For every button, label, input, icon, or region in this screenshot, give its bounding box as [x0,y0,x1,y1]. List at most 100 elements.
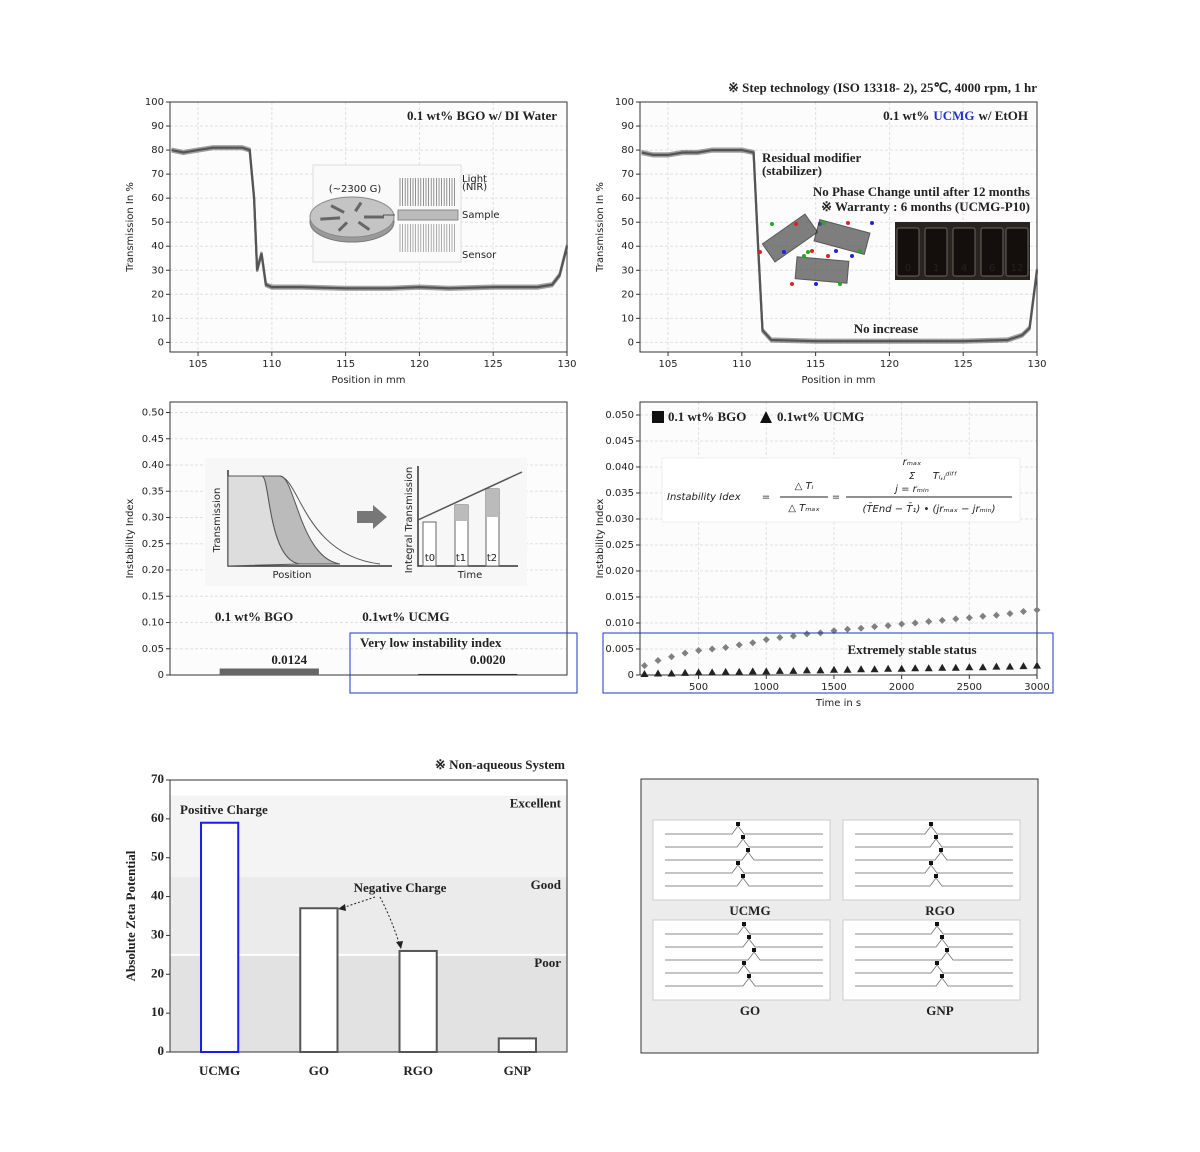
x-tick-label: 1000 [754,682,779,693]
vial [952,227,976,277]
data-point [654,656,662,664]
y-tick-label: 0.30 [142,513,164,524]
y-tick-label: 0.015 [605,592,634,603]
data-point [1006,610,1014,618]
annotation: No increase [854,321,919,336]
data-point [925,617,933,625]
annotation: No Phase Change until after 12 months [813,184,1030,199]
data-point [802,666,811,674]
data-point [1033,661,1041,669]
data-line [171,148,569,291]
vial [924,227,948,277]
annotation-box [602,632,1054,694]
vial [896,227,920,277]
y-tick-label: 20 [621,289,634,300]
y-tick-label: 30 [151,926,164,941]
rotor-slot [337,221,349,232]
x-tick-label: GNP [504,1063,532,1078]
category-label: 0.1wt% UCMG [362,609,449,624]
x-tick-label: 1500 [821,682,846,693]
value-label: 0.0020 [470,652,506,667]
data-point [735,667,744,675]
spectrum-plot [842,819,1021,901]
atom [870,221,874,225]
inset-label: (NIR) [462,182,487,193]
x-tick-label: 120 [880,359,899,370]
bar [418,673,518,675]
peak-marker [934,835,938,839]
atom [770,222,774,226]
y-tick-label: 10 [621,313,634,324]
peak-marker [940,974,944,978]
data-point [857,624,865,632]
formula-text: = [762,492,770,503]
vial-label: 1 [933,263,939,274]
time-bar [422,521,437,567]
data-point [749,639,757,647]
data-point [722,643,730,651]
annotation: 0.1 wt% BGO w/ DI Water [407,108,557,123]
inset-label: t0 [425,553,435,564]
atom [806,250,810,254]
legend-label: 0.1 wt% BGO [668,409,746,424]
y-tick-label: 0 [158,1043,165,1058]
data-point [708,668,717,676]
data-point [1005,662,1014,670]
peak-marker [935,922,939,926]
inset-label: Light [462,174,487,185]
data-line [171,146,569,290]
inset-label: Integral Transmission [404,467,415,574]
peak-marker [752,948,756,952]
y-tick-label: 0.45 [142,434,164,445]
x-tick-label: 2500 [957,682,982,693]
data-point [871,623,879,631]
curve-hatched [261,475,341,565]
formula-text: = [832,492,840,503]
zone-label: Good [531,877,562,892]
peak-marker [746,848,750,852]
formula: Instability Idex = △ Tᵢ △ Tₘₐₓ = rₘₐₓ Σj = rₘᵢ… [661,457,1021,523]
y-tick-label: 70 [151,771,164,786]
atom [846,221,850,225]
x-axis-label: Position in mm [802,375,876,386]
peak-marker [747,974,751,978]
data-point [694,668,703,676]
y-tick-label: 0.35 [142,486,164,497]
y-tick-label: 40 [151,241,164,252]
rotor-slot [330,204,345,214]
y-tick-label: 0.10 [142,618,164,629]
plot-frame [169,401,568,676]
data-point [898,620,906,628]
annotation: (stabilizer) [762,163,822,178]
data-point [762,636,770,644]
x-axis-label: Position in mm [332,375,406,386]
y-tick-label: 20 [151,289,164,300]
zone-label: Poor [534,955,561,970]
peak-marker [935,961,939,965]
y-tick-label: 40 [151,888,164,903]
bar [398,949,438,1054]
data-point [762,667,771,675]
x-tick-label: 130 [557,359,576,370]
atom [758,250,762,254]
peak-marker [736,861,740,865]
data-point [668,653,676,661]
y-tick-label: 70 [151,169,164,180]
data-point [667,669,676,677]
y-tick-label: 0.050 [605,410,634,421]
formula-text: △ Tₘₐₓ [788,503,820,514]
y-tick-label: 10 [151,1004,164,1019]
atom [850,254,854,258]
atom [810,249,814,253]
data-point [938,616,946,624]
spectrum-plot [652,819,831,901]
y-axis-label: Instability Index [125,499,136,579]
y-tick-label: 40 [621,241,634,252]
formula-text: △ Tᵢ [795,481,814,492]
x-tick-label: RGO [403,1063,433,1078]
panel-label: GNP [926,1003,954,1018]
y-tick-label: 60 [621,193,634,204]
y-tick-label: 0 [158,670,164,681]
data-point [992,662,1001,670]
data-point [884,664,893,672]
